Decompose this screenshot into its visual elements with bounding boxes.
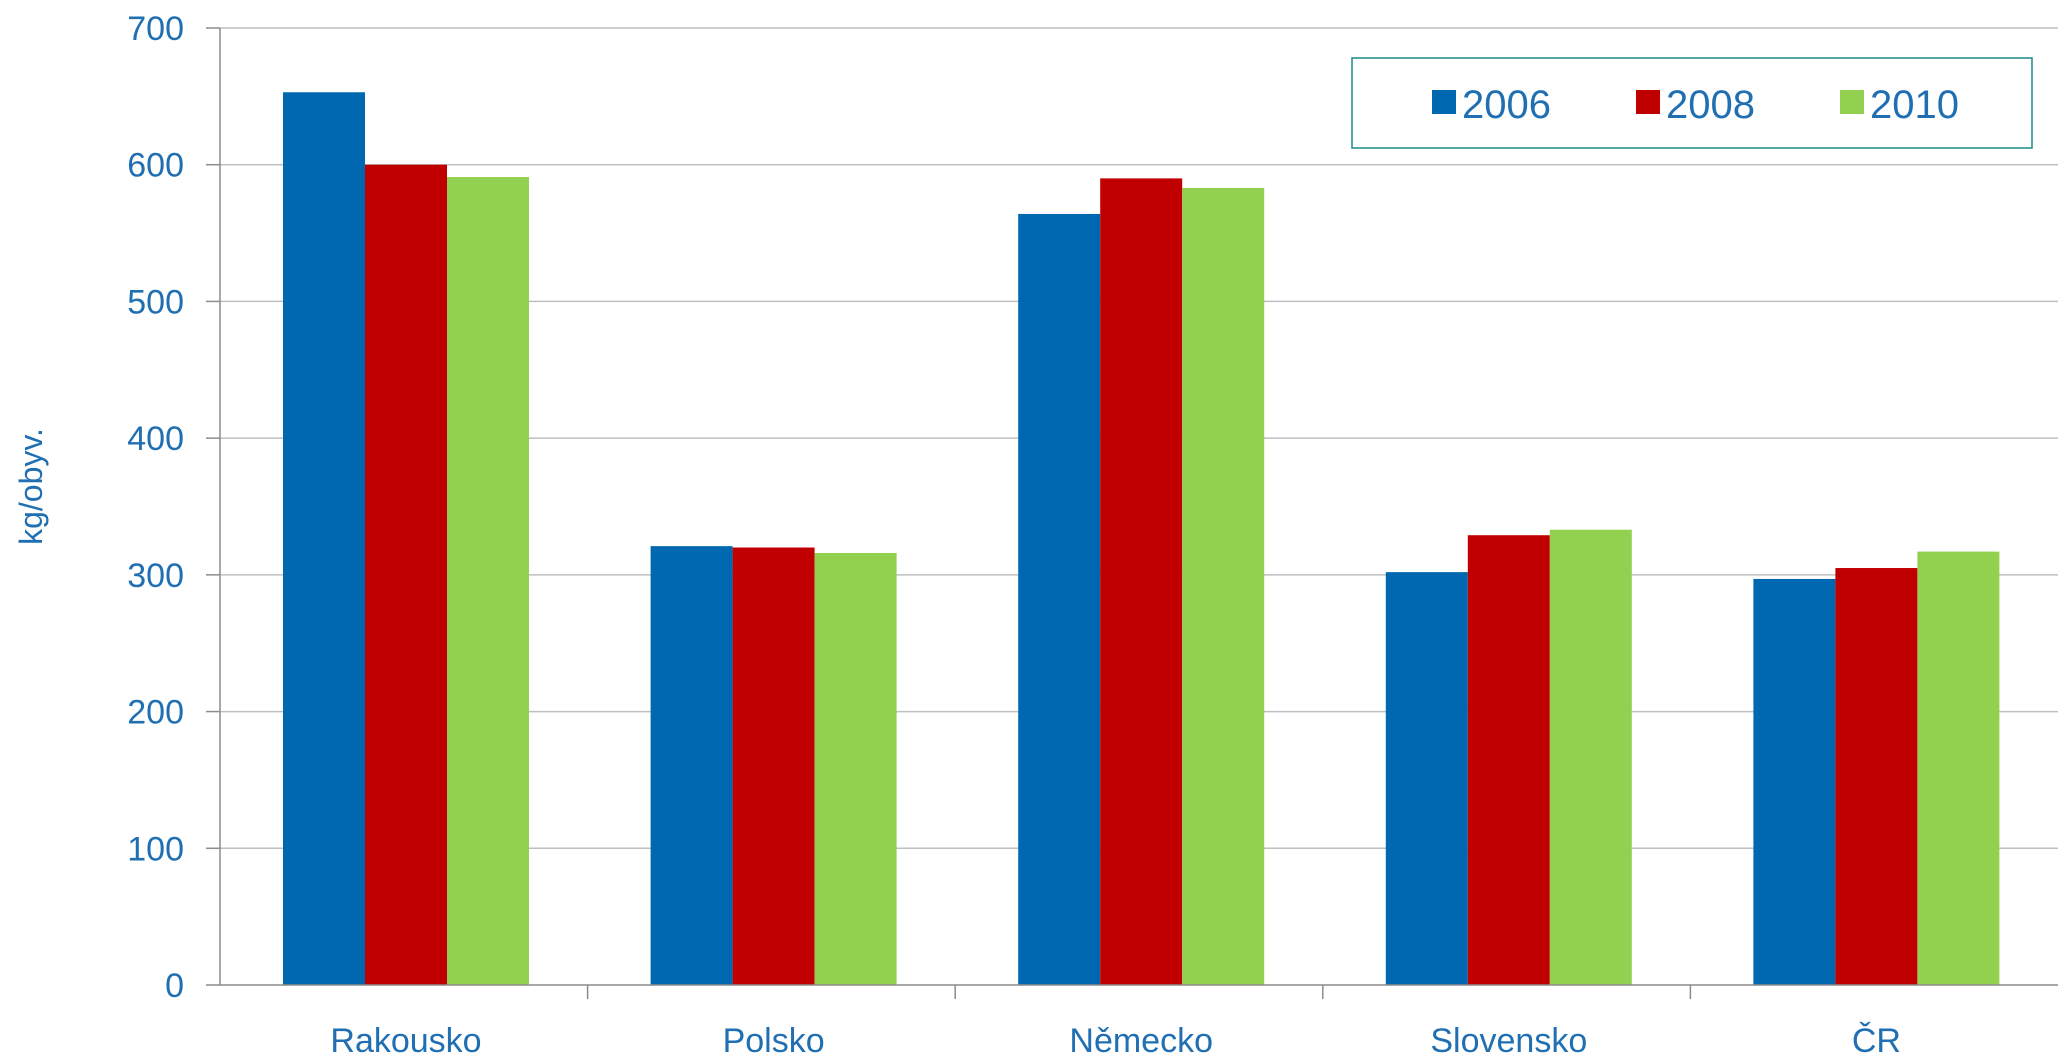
y-tick-label: 700 [127, 10, 184, 48]
bar-2008-3 [1100, 178, 1183, 985]
bar-2010-2 [814, 552, 897, 985]
bar-2008-4 [1467, 535, 1550, 985]
bar-2006-2 [650, 546, 733, 985]
category-labels: Rakousko Polsko Německo Slovensko ČR [330, 1022, 1901, 1059]
bar-2010-4 [1549, 529, 1632, 985]
y-tick-label: 500 [127, 283, 184, 321]
legend: 2006 2008 2010 [1351, 57, 2033, 149]
category-label: Rakousko [330, 1022, 481, 1059]
legend-label-2008: 2008 [1666, 83, 1755, 127]
bar-2008-2 [732, 547, 815, 985]
y-tick-label: 400 [127, 420, 184, 458]
bar-2010-5 [1917, 551, 2000, 985]
category-label: ČR [1852, 1022, 1901, 1059]
category-label: Polsko [723, 1022, 825, 1059]
bar-2006-5 [1753, 578, 1836, 985]
y-tick-label: 600 [127, 147, 184, 185]
legend-swatch-2010 [1840, 90, 1864, 114]
y-tick-label: 300 [127, 557, 184, 595]
legend-label-2006: 2006 [1462, 83, 1551, 127]
category-label: Německo [1069, 1022, 1213, 1059]
legend-box [1351, 57, 2033, 149]
axes [206, 27, 2058, 999]
category-label: Slovensko [1430, 1022, 1587, 1059]
legend-swatch-2006 [1432, 90, 1456, 114]
y-tick-labels: 0 100 200 300 400 500 600 700 [127, 10, 184, 1005]
bar-2010-1 [447, 177, 529, 986]
bar-2006-1 [283, 92, 365, 985]
legend-label-2010: 2010 [1870, 83, 1959, 127]
bar-2006-3 [1018, 213, 1101, 986]
bar-2008-1 [365, 164, 447, 985]
bar-2006-4 [1385, 572, 1468, 985]
legend-swatch-2008 [1636, 90, 1660, 114]
bars [283, 92, 2000, 986]
bar-2010-3 [1182, 187, 1265, 986]
y-tick-label: 100 [127, 830, 184, 868]
y-tick-label: 200 [127, 694, 184, 732]
y-axis-title: kg/obyv. [13, 428, 49, 545]
bar-2008-5 [1835, 568, 1918, 985]
y-tick-label: 0 [165, 967, 184, 1005]
